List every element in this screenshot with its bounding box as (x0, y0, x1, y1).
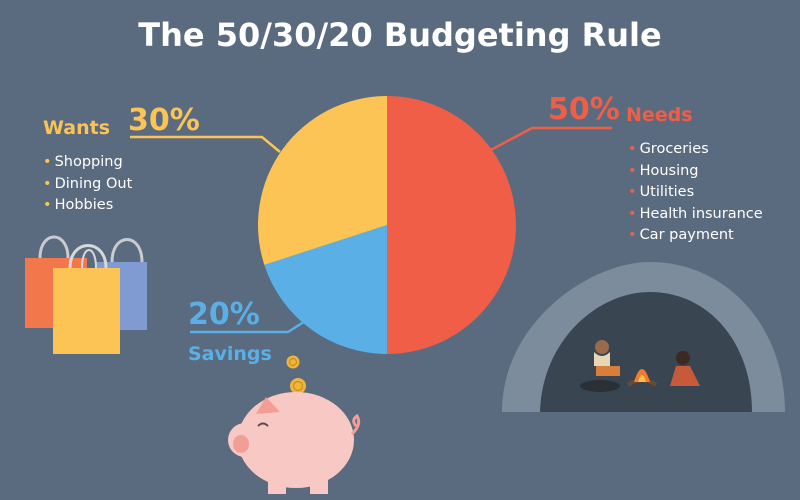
pie-slice-needs (387, 96, 516, 354)
list-item: • Car payment (628, 227, 734, 243)
savings-leader-line (190, 316, 311, 334)
pie-slices (258, 96, 516, 354)
wants-percent-label: 30% (128, 103, 200, 138)
page-title: The 50/30/20 Budgeting Rule (138, 16, 662, 54)
list-item: • Hobbies (43, 197, 114, 213)
list-item: • Utilities (628, 184, 695, 200)
list-item: • Dining Out (43, 175, 133, 192)
needs-percent-label: 50% (548, 92, 620, 127)
wants-items-list: • Shopping • Dining Out • Hobbies (43, 152, 132, 217)
savings-percent-label: 20% (188, 297, 260, 332)
list-item: • Groceries (628, 141, 709, 157)
savings-category-label: Savings (188, 343, 272, 365)
needs-category-label: Needs (626, 104, 693, 126)
wants-leader-line (130, 135, 281, 153)
wants-category-label: Wants (43, 117, 111, 139)
needs-items-list: • Groceries • Housing • Utilities • Health i… (628, 139, 763, 247)
list-item: • Housing (628, 162, 699, 179)
needs-leader-line (486, 126, 612, 154)
list-item: • Shopping (43, 154, 123, 170)
piggy-bank-icon (228, 392, 361, 494)
pie-slice-savings (264, 225, 387, 354)
cave-campfire-illustration (502, 262, 785, 412)
coin-icon (286, 355, 306, 394)
list-item: • Health insurance (628, 205, 763, 222)
shopping-bags-icon (25, 235, 147, 354)
pie-slice-wants (258, 96, 387, 265)
